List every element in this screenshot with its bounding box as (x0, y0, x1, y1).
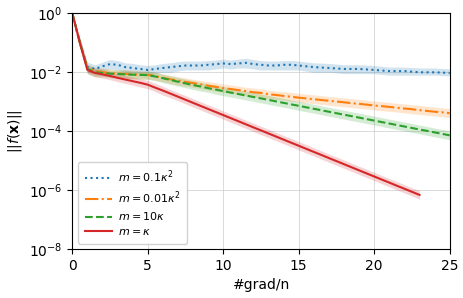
Legend: $m = 0.1\kappa^2$, $m = 0.01\kappa^2$, $m = 10\kappa$, $m = \kappa$: $m = 0.1\kappa^2$, $m = 0.01\kappa^2$, $… (78, 162, 187, 243)
Y-axis label: $||f(\mathbf{x})||$: $||f(\mathbf{x})||$ (6, 109, 24, 153)
X-axis label: #grad/n: #grad/n (232, 278, 289, 292)
